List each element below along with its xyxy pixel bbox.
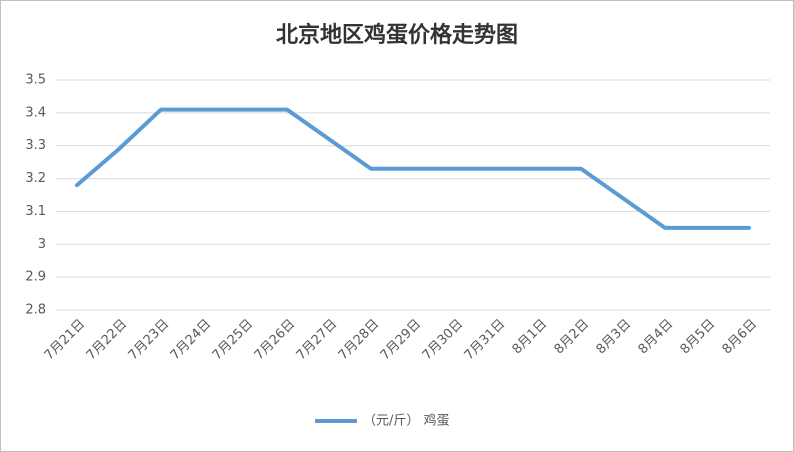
legend-label: （元/斤） 鸡蛋 bbox=[363, 413, 450, 429]
y-tick-label: 2.9 bbox=[25, 270, 46, 285]
y-tick-label: 3.4 bbox=[25, 105, 46, 120]
y-tick-label: 3.1 bbox=[25, 204, 46, 219]
data-line bbox=[75, 107, 751, 230]
chart-title: 北京地区鸡蛋价格走势图 bbox=[276, 22, 518, 48]
y-tick-label: 3.2 bbox=[25, 171, 46, 186]
y-tick-label: 3 bbox=[38, 237, 46, 252]
y-tick-label: 2.8 bbox=[25, 303, 46, 318]
y-tick-label: 3.5 bbox=[25, 73, 46, 88]
y-tick-label: 3.3 bbox=[25, 138, 46, 153]
